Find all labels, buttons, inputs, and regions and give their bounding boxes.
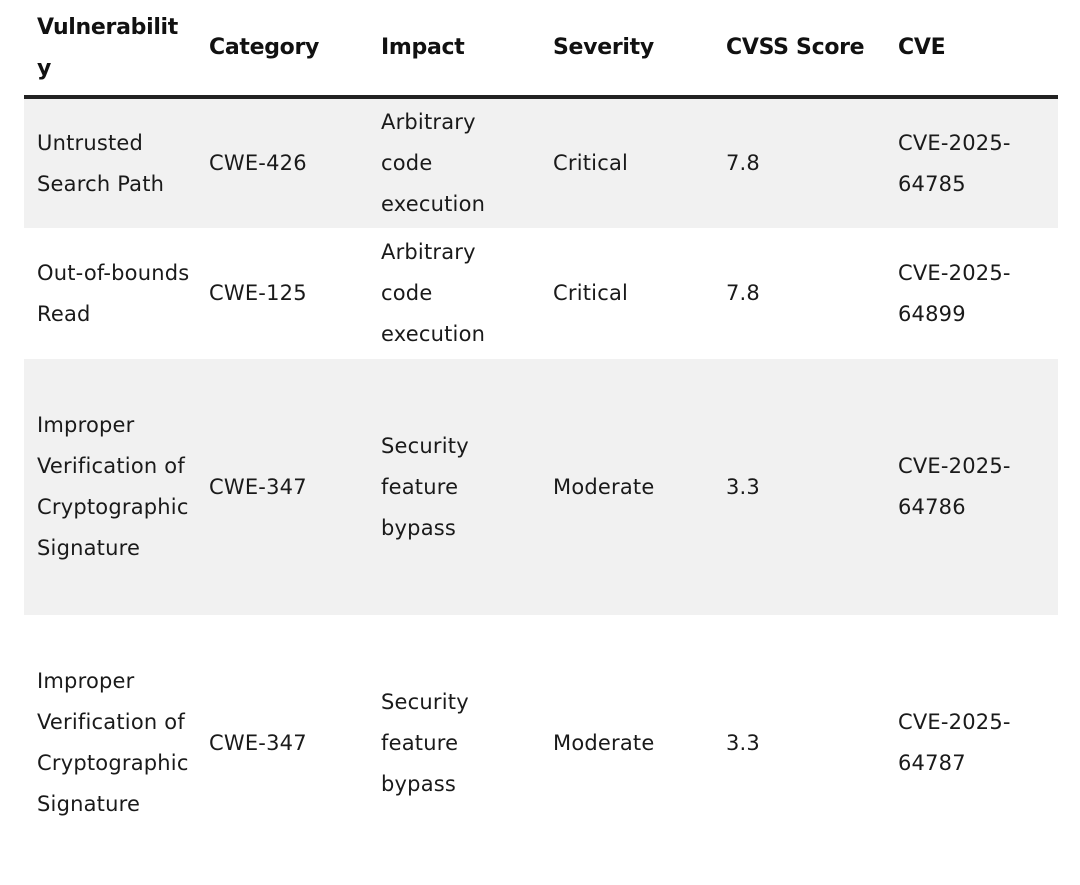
header-cve: CVE <box>898 35 946 60</box>
cell-severity: Moderate <box>553 474 655 499</box>
cell-severity: Critical <box>553 281 629 305</box>
vulnerability-table-container: Vulnerability Category Impact Severity C… <box>24 0 1058 871</box>
cell-cvss-score: 3.3 <box>726 474 760 499</box>
cell-vulnerability: Improper Verification of Cryptographic S… <box>37 669 189 816</box>
cell-severity: Moderate <box>553 730 655 755</box>
table-row: Out-of-bounds Read CWE-125 Arbitrary cod… <box>24 228 1058 359</box>
header-vulnerability: Vulnerability <box>37 14 179 81</box>
vulnerability-table: Vulnerability Category Impact Severity C… <box>24 0 1058 871</box>
cell-vulnerability: Improper Verification of Cryptographic S… <box>37 413 189 560</box>
cell-impact: Arbitrary code execution <box>381 240 486 346</box>
cell-category: CWE-125 <box>209 281 307 305</box>
header-impact: Impact <box>381 35 465 60</box>
cell-severity: Critical <box>553 151 629 175</box>
cell-category: CWE-426 <box>209 151 307 175</box>
cell-cve: CVE-2025-64785 <box>898 130 1011 196</box>
cell-cve: CVE-2025-64786 <box>898 454 1011 519</box>
cell-vulnerability: Out-of-bounds Read <box>37 260 190 326</box>
table-row: Untrusted Search Path CWE-426 Arbitrary … <box>24 97 1058 228</box>
header-severity: Severity <box>553 35 654 60</box>
cell-impact: Arbitrary code execution <box>381 110 486 216</box>
table-header: Vulnerability Category Impact Severity C… <box>24 0 1058 97</box>
cell-category: CWE-347 <box>209 730 307 755</box>
table-row: Improper Verification of Cryptographic S… <box>24 615 1058 871</box>
table-body: Untrusted Search Path CWE-426 Arbitrary … <box>24 97 1058 871</box>
cell-vulnerability: Untrusted Search Path <box>37 130 165 196</box>
header-category: Category <box>209 35 320 60</box>
cell-category: CWE-347 <box>209 474 307 499</box>
cell-impact: Security feature bypass <box>381 433 469 540</box>
header-cvss-score: CVSS Score <box>726 35 865 60</box>
cell-cve: CVE-2025-64899 <box>898 260 1011 326</box>
cell-cvss-score: 3.3 <box>726 730 760 755</box>
header-row: Vulnerability Category Impact Severity C… <box>24 0 1058 97</box>
table-row: Improper Verification of Cryptographic S… <box>24 359 1058 615</box>
cell-cvss-score: 7.8 <box>726 281 760 305</box>
cell-impact: Security feature bypass <box>381 689 469 796</box>
cell-cve: CVE-2025-64787 <box>898 710 1011 775</box>
cell-cvss-score: 7.8 <box>726 151 760 175</box>
